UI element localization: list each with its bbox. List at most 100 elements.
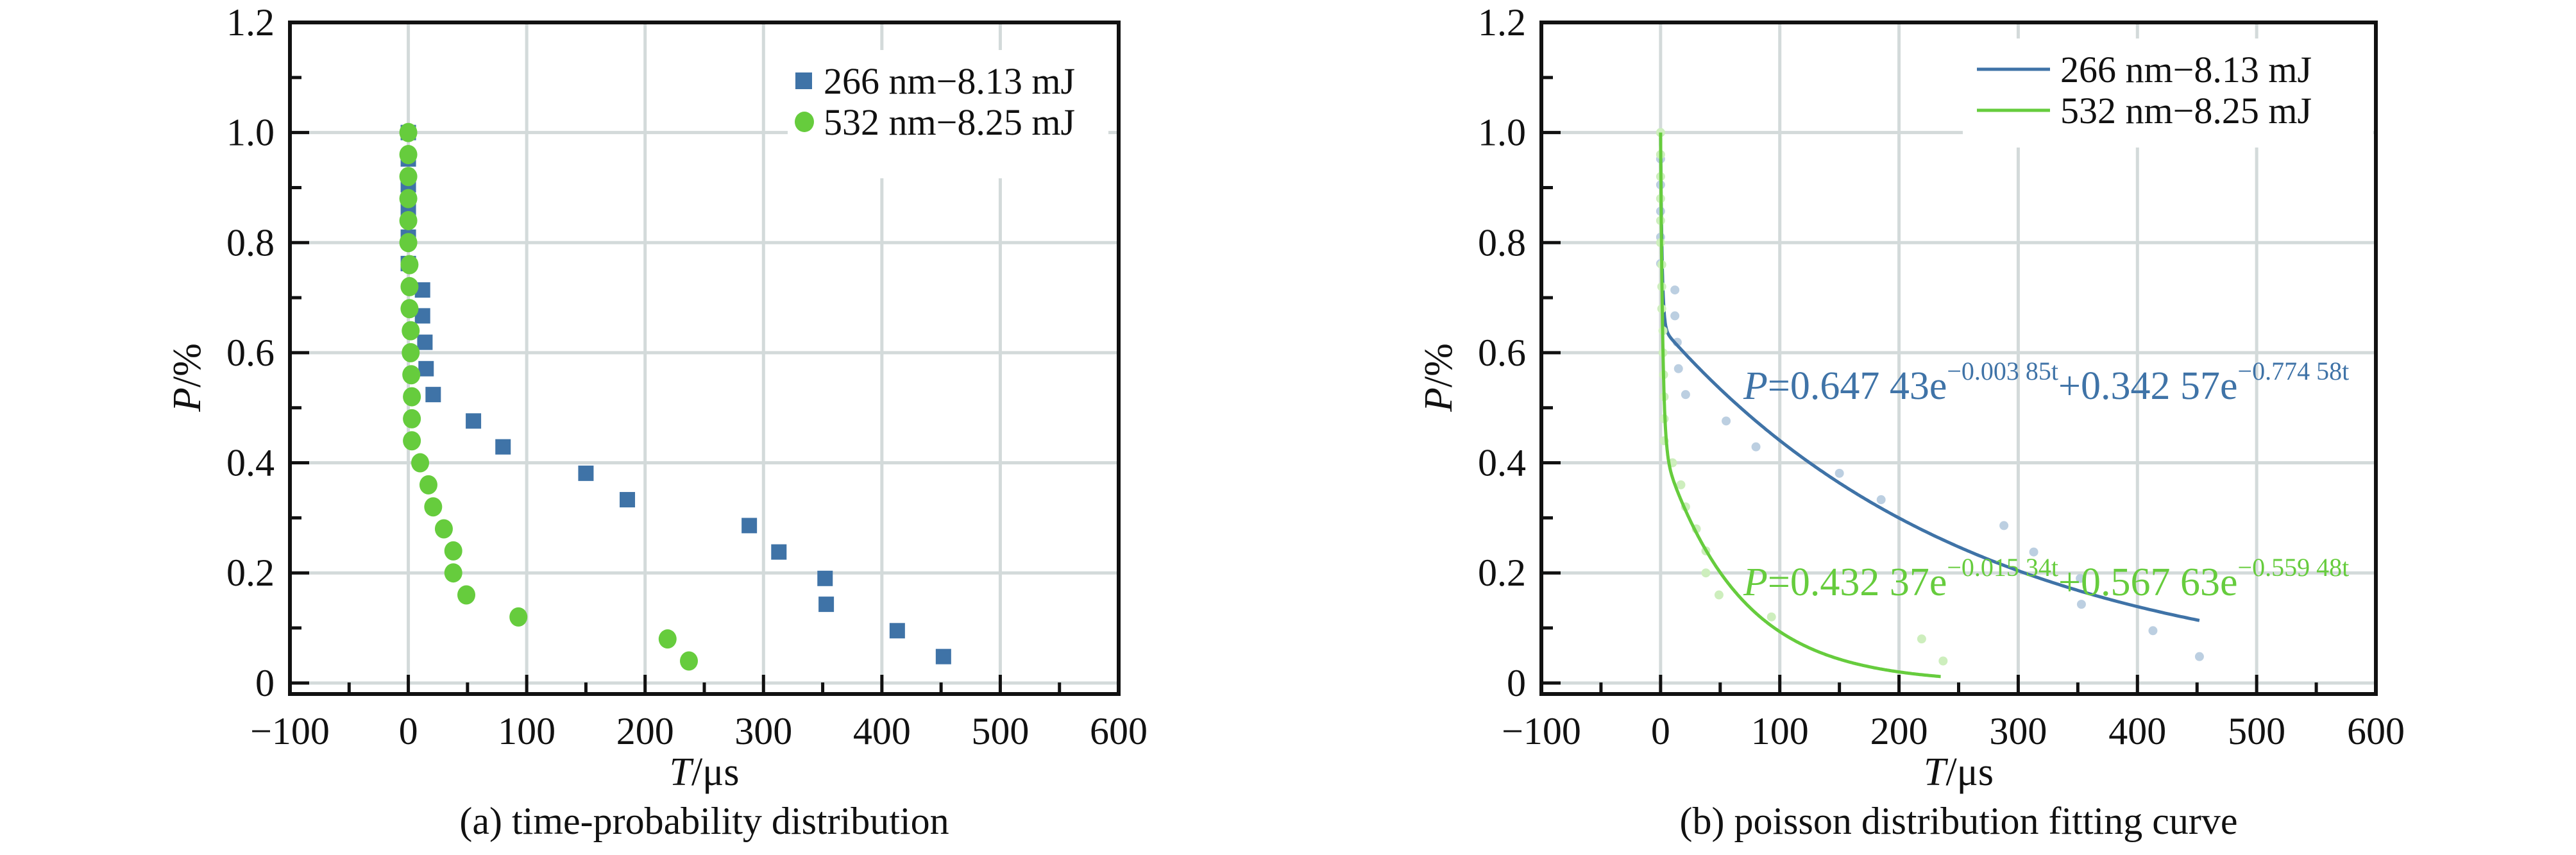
- faded-data-point: [1938, 656, 1948, 666]
- faded-data-point: [1876, 495, 1886, 505]
- fit-curve: [1659, 138, 2200, 622]
- data-point-circle: [400, 255, 419, 275]
- y-tick-label: 0.2: [226, 552, 275, 594]
- x-axis-title: T/μs: [1924, 750, 1994, 794]
- faded-data-point: [1767, 612, 1776, 622]
- fit-equation: P=0.647 43e−0.003 85t+0.342 57e−0.774 58…: [1743, 357, 2349, 408]
- x-tick-label: 200: [1870, 710, 1928, 752]
- series-blue: P=0.647 43e−0.003 85t+0.342 57e−0.774 58…: [1656, 128, 2349, 661]
- x-tick-label: 300: [734, 710, 792, 752]
- y-axis-symbol: P: [165, 387, 209, 412]
- x-tick-label: 500: [971, 710, 1029, 752]
- y-axis-symbol: P: [1417, 387, 1461, 412]
- data-point-square: [466, 413, 482, 429]
- data-point-square: [620, 492, 636, 508]
- legend-label: 532 nm−8.25 mJ: [2060, 90, 2312, 131]
- equation-part: +0.567 63e: [2058, 561, 2237, 604]
- legend-marker-square: [795, 72, 812, 89]
- x-tick-label: 400: [853, 710, 911, 752]
- x-tick-label: 200: [616, 710, 674, 752]
- y-tick-label: 1.2: [1478, 1, 1526, 44]
- equation-part: P: [1743, 561, 1768, 604]
- data-point-circle: [399, 210, 418, 230]
- chart-b: −100 0 100 200 300 400 500 600 0 0.2 0.4 0.6 0.8 1.0 1…: [1417, 1, 2405, 842]
- x-tick-label: 100: [498, 710, 555, 752]
- x-tick-label: −100: [250, 710, 330, 752]
- data-point-circle: [400, 299, 419, 319]
- y-tick-label: 0.8: [1478, 221, 1526, 264]
- y-tick-label: 0: [255, 662, 275, 704]
- legend-background: [788, 50, 1108, 178]
- y-tick-label: 0.4: [1478, 442, 1526, 484]
- y-tick-label: 0.4: [226, 442, 275, 484]
- legend-label: 266 nm−8.13 mJ: [2060, 49, 2312, 90]
- y-axis-unit: /%: [1417, 343, 1461, 387]
- equation-part: =0.432 37e: [1768, 561, 1947, 604]
- data-point-circle: [399, 233, 418, 253]
- faded-data-point: [1676, 480, 1686, 489]
- data-point-square: [418, 360, 434, 377]
- y-tick-label: 1.0: [1478, 112, 1526, 154]
- y-axis-unit: /%: [165, 343, 209, 387]
- y-tick-label: 0.6: [1478, 332, 1526, 374]
- equation-part: −0.559 48t: [2238, 553, 2350, 582]
- data-point-circle: [400, 276, 419, 296]
- data-point-circle: [403, 431, 421, 451]
- data-point-circle: [399, 189, 418, 208]
- x-tick-label: 600: [1090, 710, 1148, 752]
- data-point-circle: [399, 144, 418, 164]
- faded-data-point: [2029, 547, 2038, 557]
- chart-a: −100 0 100 200 300 400 500 600 0 0.2 0.4 0.6 0.8 1.0 1…: [165, 1, 1148, 842]
- legend-label: 532 nm−8.25 mJ: [824, 101, 1075, 143]
- data-point-square: [889, 623, 905, 639]
- y-tick-label: 1.2: [226, 1, 275, 44]
- faded-data-point: [2076, 573, 2085, 583]
- data-point-square: [771, 544, 787, 560]
- data-point-circle: [444, 541, 462, 561]
- equation-part: P: [1743, 364, 1768, 408]
- data-point-square: [425, 387, 441, 403]
- legend-background: [1963, 38, 2373, 148]
- x-tick-label: 400: [2108, 710, 2166, 752]
- equation-part: −0.003 85t: [1947, 357, 2058, 385]
- x-tick-label: −100: [1502, 710, 1581, 752]
- x-tick-label: 500: [2228, 710, 2285, 752]
- x-axis-unit: /μs: [691, 750, 740, 794]
- faded-data-point: [1835, 468, 1844, 478]
- data-point-square: [935, 648, 951, 665]
- faded-data-point: [2148, 626, 2158, 636]
- faded-data-point: [2076, 600, 2086, 609]
- x-tick-label: 0: [399, 710, 418, 752]
- data-point-circle: [424, 497, 443, 517]
- y-tick-label: 0.6: [226, 332, 275, 374]
- data-point-circle: [399, 123, 418, 142]
- x-tick-label: 300: [1989, 710, 2047, 752]
- data-point-circle: [399, 167, 418, 187]
- x-axis-unit: /μs: [1945, 750, 1994, 794]
- legend-marker-circle: [795, 112, 814, 132]
- y-axis-title: P/%: [165, 343, 209, 412]
- data-point-square: [495, 439, 511, 455]
- data-point-circle: [509, 607, 528, 627]
- y-tick-label: 0.8: [226, 221, 275, 264]
- x-axis-title: T/μs: [669, 750, 739, 794]
- y-axis-title: P/%: [1417, 343, 1461, 412]
- data-point-circle: [434, 519, 453, 539]
- legend-label: 266 nm−8.13 mJ: [824, 60, 1075, 102]
- data-point-circle: [403, 387, 421, 407]
- data-point-square: [818, 597, 835, 613]
- faded-data-point: [1714, 590, 1724, 600]
- fit-equation: P=0.432 37e−0.015 34t+0.567 63e−0.559 48…: [1743, 553, 2349, 604]
- faded-data-point: [2194, 652, 2204, 661]
- chart-caption: (b) poisson distribution fitting curve: [1680, 800, 2238, 842]
- faded-data-point: [1701, 568, 1711, 578]
- faded-data-point: [1670, 285, 1680, 295]
- data-point-square: [741, 518, 758, 534]
- faded-data-point: [1670, 311, 1680, 321]
- faded-data-point: [1722, 416, 1731, 426]
- data-point-circle: [444, 563, 462, 583]
- equation-part: +0.342 57e: [2058, 364, 2237, 408]
- data-point-circle: [402, 321, 420, 341]
- x-tick-label: 600: [2347, 710, 2405, 752]
